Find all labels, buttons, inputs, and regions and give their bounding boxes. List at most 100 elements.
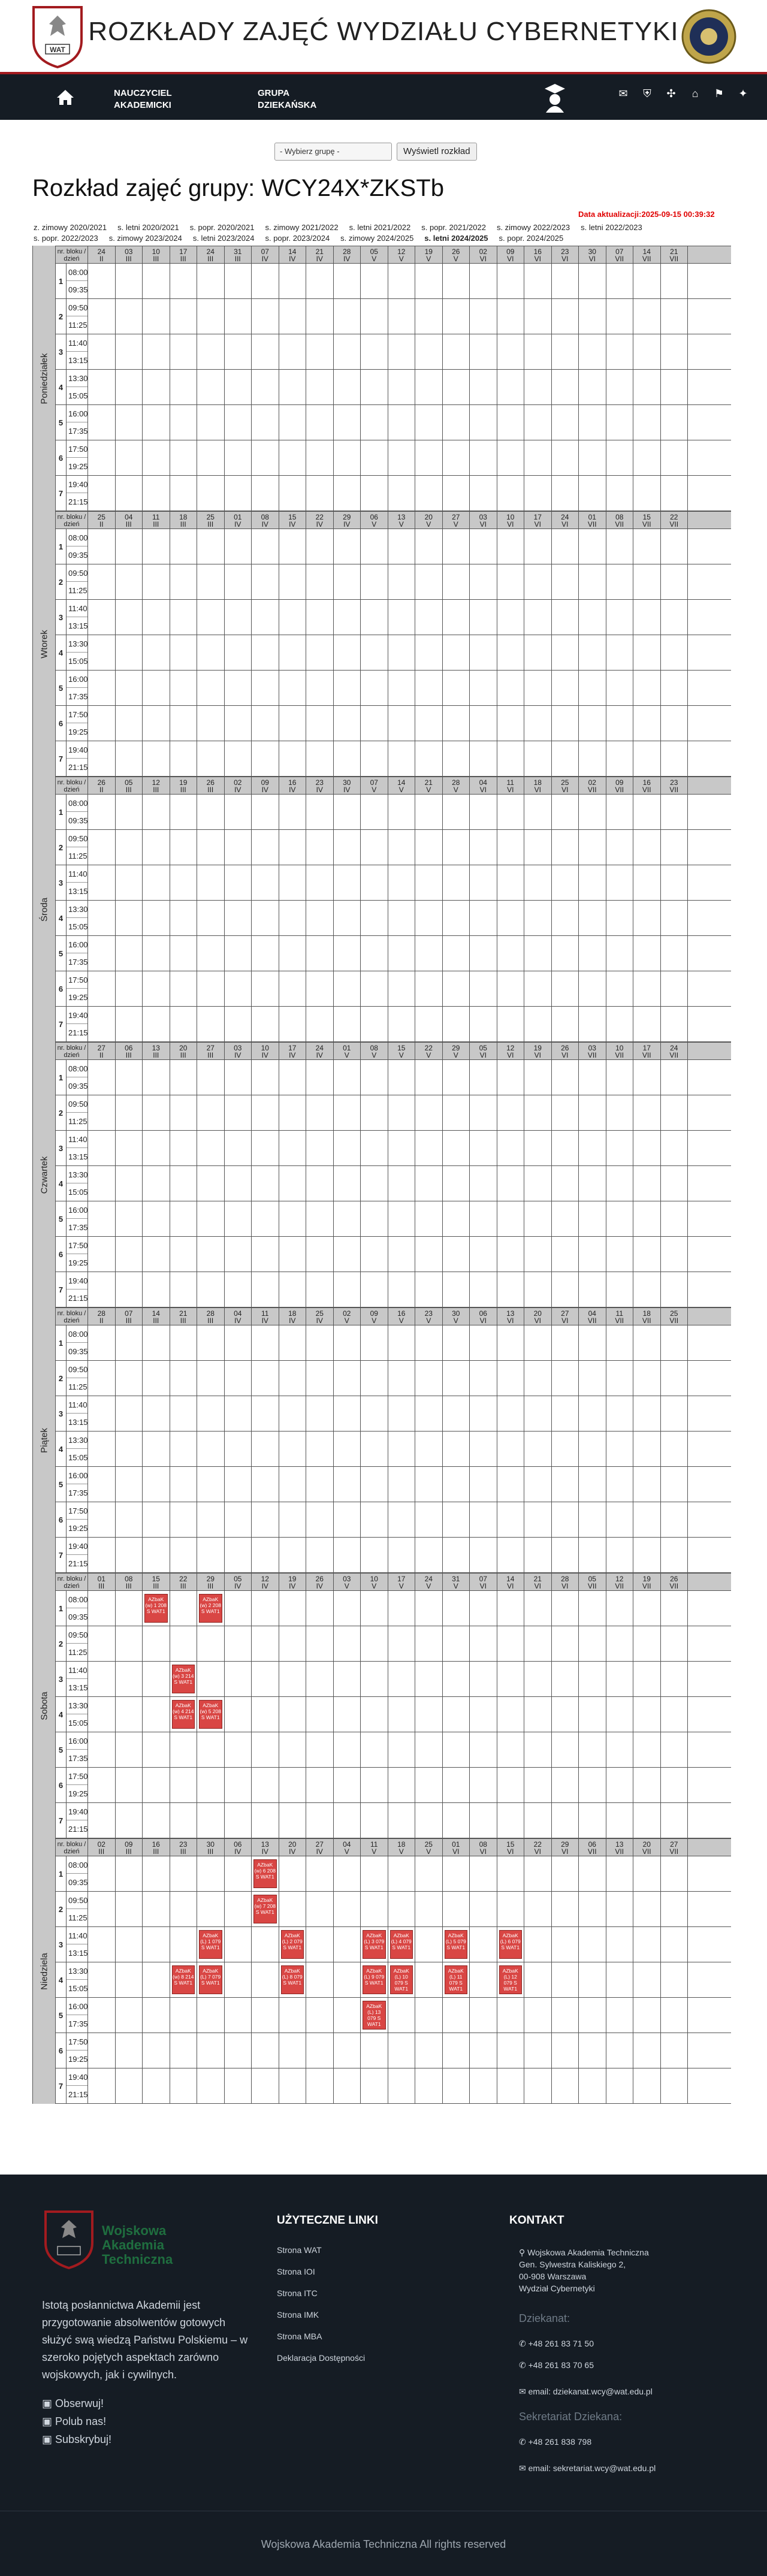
- schedule-cell: [334, 564, 361, 599]
- schedule-cell: [606, 529, 633, 564]
- class-event[interactable]: AZbaK (L) 1 079 S WAT1: [199, 1930, 222, 1959]
- dean-email[interactable]: ✉ email: dziekanat.wcy@wat.edu.pl: [519, 2387, 653, 2396]
- class-event[interactable]: AZbaK (w) 8 214 S WAT1: [171, 1965, 195, 1994]
- semester-link[interactable]: s. popr. 2023/2024: [265, 234, 330, 243]
- schedule-cell: [552, 901, 579, 935]
- schedule-cell: [88, 405, 116, 440]
- class-event[interactable]: AZbaK (L) 5 079 S WAT1: [444, 1930, 467, 1959]
- building-icon[interactable]: ⌂: [691, 87, 699, 99]
- semester-link[interactable]: s. popr. 2021/2022: [421, 223, 486, 232]
- semester-link[interactable]: s. letni 2024/2025: [424, 234, 488, 243]
- schedule-cell: [116, 1538, 143, 1572]
- schedule-cell: [443, 370, 470, 404]
- semester-link[interactable]: s. letni 2022/2023: [581, 223, 642, 232]
- class-event[interactable]: AZbaK (w) 2 208 S WAT1: [199, 1594, 222, 1623]
- link-mba[interactable]: Strona MBA: [277, 2332, 322, 2341]
- semester-link[interactable]: s. popr. 2022/2023: [34, 234, 98, 243]
- schedule-cell: [116, 1095, 143, 1130]
- link-imk[interactable]: Strona IMK: [277, 2310, 319, 2320]
- secretary-phone[interactable]: ✆ +48 261 838 798: [519, 2437, 592, 2447]
- link-ioi[interactable]: Strona IOI: [277, 2267, 315, 2276]
- class-event[interactable]: AZbaK (w) 3 214 S WAT1: [171, 1665, 195, 1693]
- dean-phone-1[interactable]: ✆ +48 261 83 71 50: [519, 2339, 594, 2348]
- social-twitter[interactable]: ▣ Obserwuj!: [42, 2397, 104, 2409]
- link-wat[interactable]: Strona WAT: [277, 2245, 322, 2255]
- block-number: 6: [56, 706, 67, 741]
- nav-group[interactable]: GRUPA DZIEKAŃSKA: [258, 88, 317, 110]
- schedule-cell: [497, 1272, 524, 1307]
- class-event[interactable]: AZbaK (L) 3 079 S WAT1: [363, 1930, 386, 1959]
- class-event[interactable]: AZbaK (L) 10 079 S WAT1: [389, 1965, 413, 1994]
- class-event[interactable]: AZbaK (w) 7 208 S WAT1: [253, 1895, 277, 1923]
- schedule-cell: [470, 1856, 497, 1891]
- semester-link[interactable]: s. zimowy 2022/2023: [496, 223, 570, 232]
- eagle-small-icon[interactable]: ✦: [738, 87, 748, 99]
- semester-link[interactable]: s. zimowy 2024/2025: [340, 234, 414, 243]
- secretary-email[interactable]: ✉ email: sekretariat.wcy@wat.edu.pl: [519, 2463, 656, 2473]
- semester-link[interactable]: s. zimowy 2021/2022: [265, 223, 339, 232]
- schedule-cell: [606, 1432, 633, 1466]
- dean-phone-2[interactable]: ✆ +48 261 83 70 65: [519, 2360, 594, 2370]
- block-row: 7 19:40 21:15: [33, 741, 731, 777]
- class-event[interactable]: AZbaK (L) 2 079 S WAT1: [280, 1930, 304, 1959]
- class-event[interactable]: AZbaK (L) 11 079 S WAT1: [444, 1965, 467, 1994]
- date-header: 15 III: [143, 1574, 170, 1590]
- link-itc[interactable]: Strona ITC: [277, 2288, 318, 2298]
- class-event[interactable]: AZbaK (L) 13 079 S WAT1: [363, 2001, 386, 2030]
- semester-link[interactable]: s. letni 2021/2022: [349, 223, 411, 232]
- link-accessibility[interactable]: Deklaracja Dostępności: [277, 2353, 366, 2363]
- class-event[interactable]: AZbaK (L) 9 079 S WAT1: [363, 1965, 386, 1994]
- block-number: 4: [56, 901, 67, 935]
- mail-icon[interactable]: ✉: [618, 87, 628, 99]
- class-event[interactable]: AZbaK (L) 7 079 S WAT1: [199, 1965, 222, 1994]
- schedule-cell: [443, 671, 470, 705]
- class-event[interactable]: AZbaK (L) 6 079 S WAT1: [499, 1930, 522, 1959]
- schedule-cell: [88, 1662, 116, 1696]
- schedule-cell: [497, 706, 524, 741]
- social-youtube[interactable]: ▣ Subskrybuj!: [42, 2433, 112, 2445]
- graduate-icon[interactable]: [542, 81, 567, 113]
- semester-link[interactable]: s. zimowy 2023/2024: [108, 234, 182, 243]
- semester-link[interactable]: s. letni 2020/2021: [117, 223, 179, 232]
- schedule-cell: [197, 671, 225, 705]
- show-schedule-button[interactable]: Wyświetl rozkład: [397, 143, 477, 161]
- nav-teacher[interactable]: NAUCZYCIEL AKADEMICKI: [114, 88, 172, 110]
- date-header: 22 III: [170, 1574, 197, 1590]
- group-select[interactable]: - Wybierz grupę -: [274, 143, 392, 161]
- schedule-cell: [197, 476, 225, 511]
- class-event[interactable]: AZbaK (w) 4 214 S WAT1: [171, 1700, 195, 1729]
- wat-crest-logo[interactable]: WAT: [29, 5, 86, 68]
- semester-link[interactable]: s. popr. 2024/2025: [499, 234, 564, 243]
- schedule-cell: [606, 2068, 633, 2103]
- eagle-icon[interactable]: ✣: [666, 87, 676, 99]
- home-icon[interactable]: [56, 89, 74, 105]
- class-event[interactable]: AZbaK (L) 8 079 S WAT1: [280, 1965, 304, 1994]
- schedule-cell: [252, 529, 279, 564]
- schedule-cell: [306, 529, 334, 564]
- block-number: 7: [56, 1007, 67, 1041]
- semester-link[interactable]: z. zimowy 2020/2021: [34, 223, 107, 232]
- block-time: 19:40 21:15: [67, 1272, 88, 1307]
- schedule-cell: [88, 795, 116, 829]
- schedule-cell: [252, 971, 279, 1006]
- schedule-cell: [470, 1396, 497, 1431]
- schedule-cell: [252, 1237, 279, 1272]
- schedule-cell: [143, 1892, 170, 1926]
- schedule-cell: [361, 901, 388, 935]
- schedule-cell: [524, 1131, 552, 1165]
- faculty-icon[interactable]: ⛨: [643, 87, 651, 99]
- semester-links-row2: s. popr. 2022/2023 s. zimowy 2023/2024 s. …: [34, 234, 574, 243]
- class-event[interactable]: AZbaK (L) 12 079 S WAT1: [499, 1965, 522, 1994]
- schedule-cell: [388, 334, 415, 369]
- class-event[interactable]: AZbaK (L) 4 079 S WAT1: [389, 1930, 413, 1959]
- social-facebook[interactable]: ▣ Polub nas!: [42, 2415, 107, 2427]
- class-event[interactable]: AZbaK (w) 5 208 S WAT1: [199, 1700, 222, 1729]
- semester-link[interactable]: s. popr. 2020/2021: [189, 223, 255, 232]
- semester-link[interactable]: s. letni 2023/2024: [192, 234, 255, 243]
- cap-icon[interactable]: ⚑: [714, 87, 724, 99]
- schedule-cell: [279, 830, 306, 865]
- class-event[interactable]: AZbaK (w) 1 208 S WAT1: [144, 1594, 168, 1623]
- schedule-cell: [552, 264, 579, 298]
- schedule-cell: [143, 370, 170, 404]
- class-event[interactable]: AZbaK (w) 6 208 S WAT1: [253, 1859, 277, 1888]
